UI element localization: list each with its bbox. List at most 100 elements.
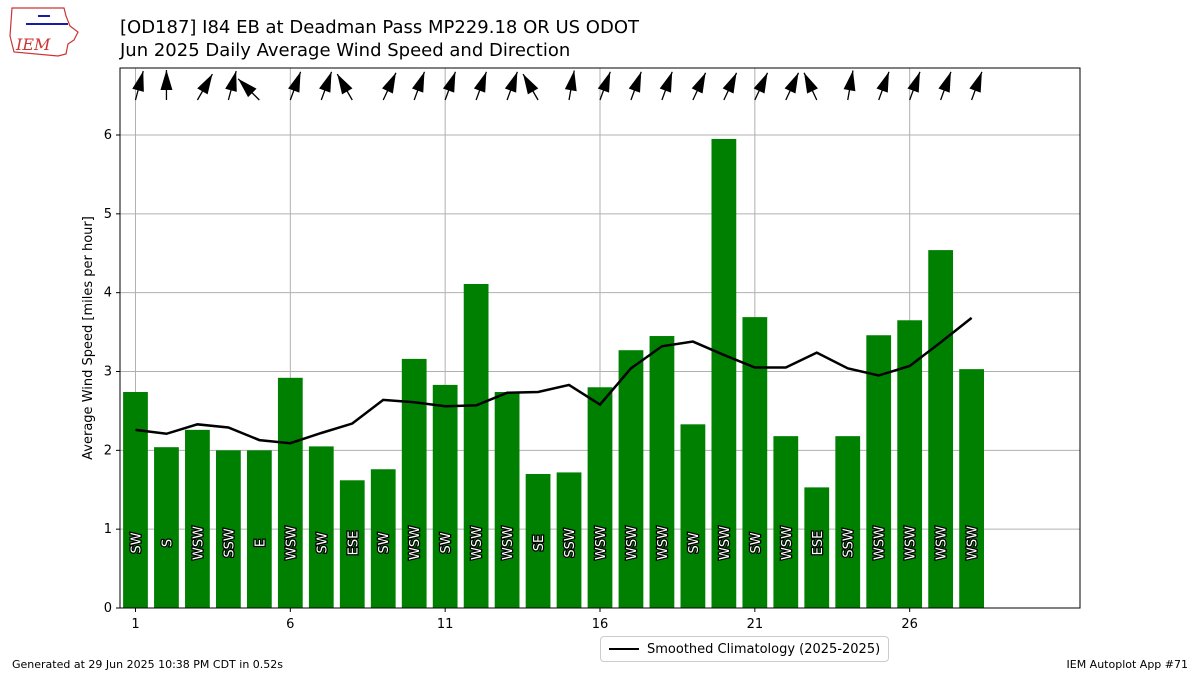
direction-labels: SW S WSW SSW E WSW SW ESE SW WSW SW WSW WSW SE SSW WSW W… (128, 525, 982, 562)
climatology-line (135, 316, 973, 445)
wind-speed-bar (649, 336, 675, 608)
wind-speed-bar (866, 335, 892, 608)
direction-label: S (160, 539, 175, 547)
wind-arrow (907, 71, 921, 101)
wind-arrow (522, 73, 539, 101)
wind-arrow-head (504, 71, 518, 93)
x-tick-label: 21 (747, 617, 764, 632)
wind-arrow-head (969, 71, 982, 93)
wind-arrow-head (523, 74, 539, 95)
x-tick-label: 16 (592, 617, 609, 632)
direction-label: WSW (904, 526, 919, 560)
chart-title-line1: [OD187] I84 EB at Deadman Pass MP229.18 … (120, 17, 639, 38)
chart-title-line2: Jun 2025 Daily Average Wind Speed and Di… (120, 40, 571, 61)
wind-speed-bar (277, 377, 303, 608)
direction-label: SW (315, 532, 330, 553)
wind-arrow-head (132, 71, 144, 92)
climatology-series-line (135, 316, 973, 445)
y-tick-label: 6 (104, 128, 112, 143)
wind-arrow-head (442, 71, 456, 93)
wind-arrow (319, 71, 333, 101)
wind-speed-bar (185, 429, 210, 608)
wind-arrow-head (753, 72, 768, 94)
wind-speed-bar (742, 317, 768, 608)
wind-arrow (132, 70, 144, 101)
logo-text: IEM (15, 35, 51, 54)
wind-arrow (784, 72, 800, 101)
wind-arrow-head (225, 71, 237, 92)
wind-speed-bar (711, 138, 737, 608)
legend-label: Smoothed Climatology (2025-2025) (647, 641, 881, 657)
direction-label: SW (377, 532, 392, 553)
wind-arrow-head (597, 71, 611, 93)
direction-label: SW (687, 532, 702, 553)
x-tick-label: 26 (901, 617, 918, 632)
wind-speed-bar (587, 387, 613, 608)
wind-speed-bar (339, 480, 365, 608)
wind-arrow-head (197, 74, 213, 95)
direction-label: SW (749, 532, 764, 553)
wind-speed-bar (680, 424, 706, 608)
iem-logo: IEM (9, 7, 79, 57)
wind-arrow (225, 70, 237, 101)
wind-arrow (196, 73, 213, 101)
direction-label: E (253, 539, 268, 547)
direction-label: WSW (718, 526, 733, 560)
wind-arrow (659, 71, 673, 101)
wind-arrow (411, 71, 426, 101)
y-tick-label: 2 (104, 443, 112, 458)
bars (123, 138, 984, 609)
legend-line-swatch (609, 648, 639, 650)
wind-speed-bar (928, 250, 954, 609)
x-tick-label: 1 (131, 617, 139, 632)
wind-arrow (628, 71, 642, 101)
direction-label: WSW (935, 526, 950, 560)
wind-speed-bar (618, 350, 644, 608)
wind-arrow-head (804, 72, 818, 94)
direction-label: WSW (625, 526, 640, 560)
direction-label: WSW (594, 526, 609, 560)
wind-speed-bar (246, 450, 272, 608)
wind-arrow-head (659, 71, 673, 93)
wind-arrow (691, 72, 707, 101)
wind-arrow-head (564, 70, 577, 92)
wind-speed-bar (123, 392, 148, 608)
y-tick-label: 4 (104, 286, 112, 301)
wind-arrow-head (288, 71, 301, 93)
wind-speed-bar (959, 369, 984, 608)
y-tick-label: 1 (104, 522, 112, 537)
wind-arrow-head (160, 70, 173, 90)
wind-arrow (803, 72, 818, 101)
generated-timestamp: Generated at 29 Jun 2025 10:38 PM CDT in… (12, 658, 284, 671)
wind-speed-bar (897, 320, 923, 608)
wind-speed-bar (154, 447, 179, 608)
wind-arrow (504, 71, 518, 101)
x-tick-label: 11 (437, 617, 454, 632)
legend: Smoothed Climatology (2025-2025) (600, 636, 890, 662)
wind-arrow-head (843, 70, 856, 92)
wind-arrow-head (337, 74, 353, 95)
y-axis-label: Average Wind Speed [miles per hour] (81, 216, 96, 460)
direction-label: SSW (222, 528, 237, 558)
wind-arrow (160, 70, 173, 100)
wind-arrow (938, 71, 952, 101)
wind-arrow-head (319, 71, 332, 93)
direction-label: ESE (346, 531, 361, 556)
wind-speed-bar (804, 487, 830, 608)
direction-label: WSW (191, 526, 206, 560)
wind-speed-bar (370, 469, 396, 608)
wind-direction-arrows (132, 70, 983, 101)
wind-speed-bar (525, 473, 551, 608)
direction-label: WSW (284, 526, 299, 560)
wind-arrow-head (938, 71, 951, 93)
wind-arrow (597, 71, 611, 101)
wind-speed-bar (401, 358, 427, 608)
direction-label: ESE (811, 531, 826, 556)
wind-arrow-head (876, 71, 889, 93)
direction-label: SE (532, 535, 547, 551)
wind-arrow-head (784, 72, 799, 94)
wind-arrow-head (382, 72, 396, 94)
direction-label: WSW (501, 526, 516, 560)
